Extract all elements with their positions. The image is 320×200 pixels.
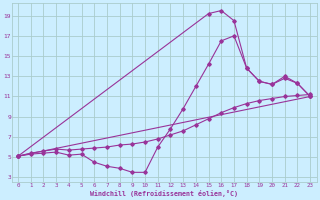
X-axis label: Windchill (Refroidissement éolien,°C): Windchill (Refroidissement éolien,°C)	[90, 190, 238, 197]
